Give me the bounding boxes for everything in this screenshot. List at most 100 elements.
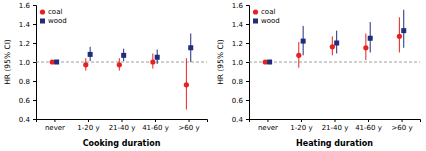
y-tick: 1.0	[19, 59, 36, 67]
y-tick: 1.6	[19, 2, 36, 10]
x-axis: never 1-20 y 21-40 y 41-60 y >60 y	[250, 119, 421, 132]
x-tick-mark	[88, 119, 89, 122]
y-tick-mark	[33, 81, 36, 82]
y-tick-mark	[33, 5, 36, 6]
series-wood	[267, 10, 406, 65]
x-tick: 1-20 y	[290, 119, 312, 132]
legend: coalwood	[253, 8, 280, 25]
y-tick: 1.4	[19, 21, 36, 29]
point	[263, 59, 268, 64]
legend-symbol	[40, 9, 45, 14]
y-axis: 0.4 0.6 0.8 1.0 1.2 1.4 1.6	[19, 2, 37, 124]
y-tick-mark	[246, 5, 249, 6]
series-coal	[50, 53, 189, 109]
y-tick: 1.0	[232, 59, 249, 67]
legend-label: wood	[261, 17, 280, 25]
y-tick-label: 1.4	[232, 21, 244, 29]
x-tick: 21-40 y	[109, 119, 136, 132]
y-tick-mark	[246, 100, 249, 101]
plot-area	[36, 34, 207, 110]
y-tick: 1.4	[232, 21, 249, 29]
point	[188, 45, 193, 50]
y-tick-label: 0.6	[19, 97, 31, 105]
point	[155, 55, 160, 60]
x-tick-mark	[122, 119, 123, 122]
legend: coalwood	[40, 8, 67, 25]
x-tick-label: 1-20 y	[77, 124, 99, 132]
x-tick-mark	[402, 119, 403, 122]
x-tick: never	[258, 119, 278, 132]
point	[88, 52, 93, 57]
y-tick-mark	[33, 100, 36, 101]
x-tick: 41-60 y	[142, 119, 169, 132]
x-tick: 41-60 y	[355, 119, 382, 132]
y-tick: 0.8	[19, 78, 36, 86]
x-axis-title: Cooking duration	[83, 139, 161, 148]
panel: 0.4 0.6 0.8 1.0 1.2 1.4 1.6 never 1-20 y 21-40 y 4…	[216, 2, 421, 148]
point	[334, 41, 339, 46]
x-tick-label: 1-20 y	[290, 124, 312, 132]
point	[267, 60, 272, 65]
legend-item: wood	[40, 17, 67, 25]
point	[301, 39, 306, 44]
legend-item: coal	[253, 8, 276, 16]
y-tick: 0.4	[19, 116, 36, 124]
y-axis-title: HR (95% CI)	[216, 39, 225, 85]
y-tick-label: 0.4	[19, 116, 31, 124]
x-axis-line	[37, 120, 208, 123]
point	[296, 53, 301, 58]
x-tick: 21-40 y	[322, 119, 349, 132]
x-tick-mark	[267, 119, 268, 122]
series-wood	[54, 34, 193, 65]
y-tick-mark	[33, 62, 36, 63]
y-tick: 0.6	[19, 97, 36, 105]
point	[330, 44, 335, 49]
x-tick-label: 41-60 y	[142, 124, 169, 132]
y-tick: 0.8	[232, 78, 249, 86]
x-tick-mark	[54, 119, 55, 122]
y-tick-label: 1.2	[232, 40, 243, 48]
x-tick-mark	[301, 119, 302, 122]
y-tick: 1.2	[232, 40, 249, 48]
y-tick-label: 1.2	[19, 40, 30, 48]
y-tick-label: 0.8	[232, 78, 243, 86]
point	[117, 62, 122, 67]
legend-item: wood	[253, 17, 280, 25]
y-tick-mark	[33, 43, 36, 44]
point	[401, 28, 406, 33]
y-tick-label: 1.4	[19, 21, 31, 29]
point	[150, 59, 155, 64]
y-tick-mark	[246, 43, 249, 44]
y-tick-label: 0.8	[19, 78, 30, 86]
y-axis: 0.4 0.6 0.8 1.0 1.2 1.4 1.6	[232, 2, 250, 124]
y-tick: 1.2	[19, 40, 36, 48]
point	[368, 36, 373, 41]
y-tick-mark	[246, 24, 249, 25]
y-tick-mark	[33, 24, 36, 25]
y-tick: 1.6	[232, 2, 249, 10]
y-axis-line	[33, 6, 37, 120]
y-tick: 0.4	[232, 116, 249, 124]
legend-symbol	[253, 9, 258, 14]
x-tick-label: >60 y	[391, 124, 412, 132]
x-tick: never	[45, 119, 65, 132]
legend-label: coal	[261, 8, 275, 16]
point	[397, 34, 402, 39]
y-tick-label: 0.4	[232, 116, 244, 124]
x-tick-mark	[368, 119, 369, 122]
legend-symbol	[253, 19, 258, 24]
x-tick-label: never	[45, 124, 65, 132]
y-tick-mark	[246, 81, 249, 82]
y-tick-mark	[246, 62, 249, 63]
reference-line	[249, 62, 420, 63]
x-tick-label: never	[258, 124, 278, 132]
y-tick: 0.6	[232, 97, 249, 105]
y-tick-label: 1.0	[19, 59, 30, 67]
x-tick: 1-20 y	[77, 119, 99, 132]
x-tick: >60 y	[178, 119, 199, 132]
x-tick-label: 41-60 y	[355, 124, 382, 132]
legend-label: coal	[48, 8, 62, 16]
x-tick-label: 21-40 y	[322, 124, 349, 132]
reference-line	[36, 62, 207, 63]
x-tick-mark	[189, 119, 190, 122]
